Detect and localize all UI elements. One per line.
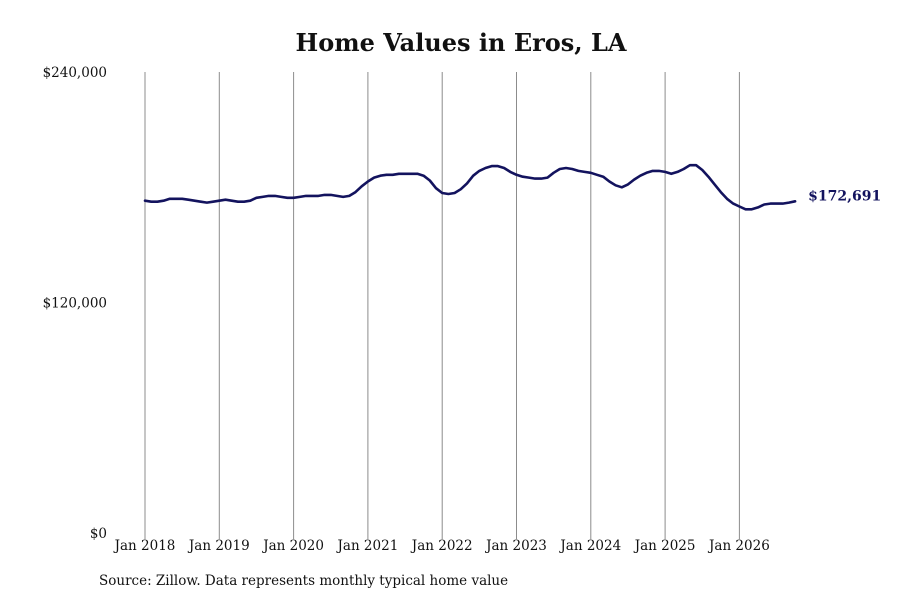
- x-tick-label: Jan 2022: [410, 538, 473, 554]
- series-line: [143, 163, 797, 211]
- x-tick-label: Jan 2024: [558, 538, 621, 554]
- x-tick-label: Jan 2019: [187, 538, 250, 554]
- y-tick-label: $240,000: [43, 65, 107, 81]
- chart-title: Home Values in Eros, LA: [295, 28, 627, 57]
- last-value-label: $172,691: [808, 188, 881, 204]
- x-tick-label: Jan 2021: [335, 538, 398, 554]
- series-layer: [143, 163, 797, 211]
- y-tick-label: $120,000: [43, 296, 107, 312]
- gridlines: [144, 72, 740, 539]
- y-tick-label: $0: [90, 526, 107, 542]
- x-tick-label: Jan 2025: [633, 538, 696, 554]
- x-tick-label: Jan 2023: [484, 538, 547, 554]
- x-tick-label: Jan 2020: [261, 538, 324, 554]
- x-tick-label: Jan 2026: [707, 538, 770, 554]
- data-labels: $172,691: [808, 188, 881, 204]
- y-axis-ticks: $0 $120,000 $240,000: [43, 65, 107, 542]
- x-axis-ticks: Jan 2018 Jan 2019 Jan 2020 Jan 2021 Jan 2022…: [113, 538, 770, 554]
- source-note: Source: Zillow. Data represents monthly …: [99, 573, 509, 589]
- x-tick-label: Jan 2018: [113, 538, 176, 554]
